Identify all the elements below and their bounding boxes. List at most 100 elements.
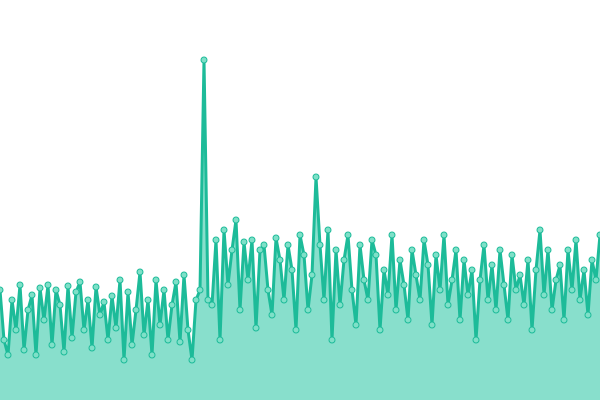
point bbox=[572, 236, 580, 244]
point bbox=[584, 311, 592, 319]
point bbox=[0, 286, 4, 294]
point bbox=[180, 271, 188, 279]
point bbox=[20, 346, 28, 354]
point bbox=[224, 281, 232, 289]
point bbox=[204, 296, 212, 304]
point bbox=[568, 286, 576, 294]
point bbox=[596, 231, 600, 239]
point bbox=[368, 236, 376, 244]
point bbox=[116, 276, 124, 284]
point bbox=[332, 246, 340, 254]
point bbox=[408, 246, 416, 254]
point bbox=[492, 306, 500, 314]
point bbox=[80, 326, 88, 334]
point bbox=[128, 341, 136, 349]
point bbox=[8, 296, 16, 304]
point bbox=[120, 356, 128, 364]
point bbox=[472, 336, 480, 344]
point bbox=[280, 296, 288, 304]
point bbox=[388, 231, 396, 239]
point bbox=[380, 266, 388, 274]
area bbox=[0, 60, 600, 400]
point bbox=[164, 336, 172, 344]
point bbox=[556, 261, 564, 269]
point bbox=[560, 316, 568, 324]
point bbox=[336, 301, 344, 309]
point bbox=[460, 256, 468, 264]
point bbox=[452, 246, 460, 254]
point bbox=[480, 241, 488, 249]
point bbox=[52, 286, 60, 294]
point bbox=[428, 321, 436, 329]
point bbox=[344, 231, 352, 239]
point bbox=[104, 336, 112, 344]
point bbox=[392, 306, 400, 314]
point bbox=[36, 284, 44, 292]
point bbox=[216, 336, 224, 344]
point bbox=[24, 306, 32, 314]
point bbox=[348, 286, 356, 294]
point bbox=[448, 276, 456, 284]
point bbox=[548, 306, 556, 314]
point bbox=[188, 356, 196, 364]
point bbox=[320, 296, 328, 304]
point bbox=[96, 311, 104, 319]
point bbox=[564, 246, 572, 254]
point bbox=[152, 276, 160, 284]
point bbox=[516, 271, 524, 279]
point bbox=[92, 283, 100, 291]
point bbox=[540, 291, 548, 299]
point bbox=[576, 296, 584, 304]
point bbox=[132, 306, 140, 314]
point bbox=[12, 326, 20, 334]
point bbox=[524, 256, 532, 264]
point bbox=[124, 288, 132, 296]
point bbox=[468, 266, 476, 274]
point bbox=[16, 281, 24, 289]
point bbox=[136, 268, 144, 276]
point bbox=[464, 291, 472, 299]
point bbox=[100, 298, 108, 306]
point bbox=[112, 324, 120, 332]
point bbox=[208, 301, 216, 309]
point bbox=[284, 241, 292, 249]
point bbox=[64, 282, 72, 290]
point bbox=[248, 236, 256, 244]
point bbox=[172, 278, 180, 286]
point bbox=[508, 251, 516, 259]
point bbox=[252, 324, 260, 332]
point bbox=[156, 321, 164, 329]
point bbox=[28, 291, 36, 299]
point bbox=[316, 241, 324, 249]
point bbox=[592, 276, 600, 284]
point bbox=[44, 281, 52, 289]
point bbox=[236, 306, 244, 314]
point bbox=[300, 251, 308, 259]
point bbox=[588, 256, 596, 264]
point bbox=[148, 351, 156, 359]
point bbox=[32, 351, 40, 359]
point bbox=[580, 266, 588, 274]
point bbox=[376, 326, 384, 334]
point bbox=[176, 338, 184, 346]
point bbox=[212, 236, 220, 244]
point bbox=[520, 301, 528, 309]
point bbox=[536, 226, 544, 234]
point bbox=[220, 226, 228, 234]
point bbox=[4, 351, 12, 359]
point bbox=[396, 256, 404, 264]
point bbox=[0, 336, 8, 344]
point bbox=[240, 238, 248, 246]
point bbox=[72, 288, 80, 296]
point bbox=[40, 316, 48, 324]
point bbox=[140, 331, 148, 339]
point bbox=[76, 278, 84, 286]
point bbox=[192, 296, 200, 304]
point bbox=[268, 311, 276, 319]
point bbox=[292, 326, 300, 334]
point bbox=[424, 261, 432, 269]
point bbox=[88, 344, 96, 352]
point bbox=[200, 56, 208, 64]
point bbox=[256, 246, 264, 254]
